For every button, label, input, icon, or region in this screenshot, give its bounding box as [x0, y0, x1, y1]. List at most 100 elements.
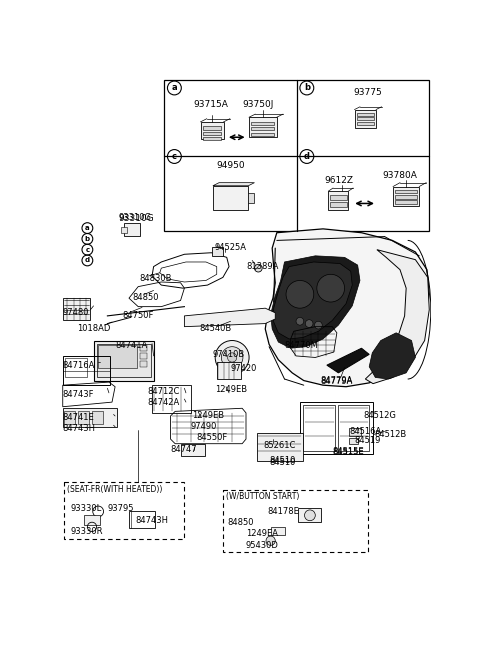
Text: 94525A: 94525A [215, 243, 246, 252]
Text: 84743H: 84743H [63, 424, 96, 434]
Text: 84512B: 84512B [374, 430, 407, 439]
Text: 9612Z: 9612Z [324, 176, 353, 185]
Bar [98, 345, 137, 368]
Bar [357, 122, 374, 125]
Bar [217, 362, 241, 379]
Bar [212, 247, 223, 256]
Bar [124, 224, 140, 236]
Polygon shape [365, 250, 429, 384]
Circle shape [215, 340, 249, 375]
Bar [78, 411, 89, 424]
Text: b: b [304, 83, 310, 92]
Bar [328, 191, 348, 210]
Text: 84743F: 84743F [63, 390, 94, 399]
Bar [271, 527, 285, 535]
Text: 1249EB: 1249EB [215, 385, 247, 394]
Text: 84512G: 84512G [364, 411, 396, 420]
Circle shape [221, 346, 243, 368]
Text: 97410B: 97410B [212, 350, 244, 359]
Text: 84716A: 84716A [63, 361, 95, 369]
Text: 84510: 84510 [270, 456, 296, 465]
Text: 84515E: 84515E [332, 447, 364, 456]
Text: (W/BUTTON START): (W/BUTTON START) [226, 492, 300, 501]
Text: 1018AD: 1018AD [77, 323, 110, 333]
Bar [330, 202, 347, 207]
Bar [300, 402, 373, 455]
Text: 84550F: 84550F [197, 433, 228, 442]
Bar [252, 122, 275, 125]
Bar [203, 127, 221, 129]
Bar [349, 428, 361, 436]
Text: 84850: 84850 [133, 293, 159, 302]
Bar [213, 186, 248, 211]
Circle shape [314, 321, 322, 329]
Polygon shape [327, 348, 369, 373]
Text: 84515E: 84515E [332, 448, 364, 457]
Text: d: d [304, 152, 310, 161]
Polygon shape [274, 262, 352, 339]
Text: 93715A: 93715A [193, 100, 228, 110]
Bar [129, 512, 155, 528]
Text: 93775: 93775 [353, 88, 382, 97]
Polygon shape [271, 256, 360, 348]
Text: 93310G: 93310G [118, 215, 154, 223]
Bar [355, 110, 376, 127]
Polygon shape [265, 229, 429, 387]
Polygon shape [369, 333, 415, 379]
Bar [357, 113, 374, 115]
Bar [152, 385, 191, 413]
Bar [121, 226, 127, 233]
Text: 84779A: 84779A [320, 376, 352, 385]
Bar [65, 358, 86, 377]
Bar [252, 127, 275, 131]
Bar [203, 132, 221, 135]
Text: 93795: 93795 [108, 504, 134, 513]
Bar [180, 443, 205, 456]
Text: c: c [172, 152, 177, 161]
Bar [164, 80, 429, 231]
Text: 85261C: 85261C [263, 441, 295, 449]
Bar [396, 195, 417, 199]
Text: 84741A: 84741A [115, 340, 147, 350]
Bar [63, 356, 110, 385]
Text: 97490: 97490 [191, 422, 217, 431]
Text: 84743H: 84743H [135, 516, 168, 525]
Circle shape [254, 264, 262, 272]
Text: 84519: 84519 [355, 436, 381, 445]
Bar [201, 122, 224, 139]
Text: 93310G: 93310G [118, 213, 151, 222]
Bar [338, 405, 369, 451]
Bar [223, 490, 368, 552]
Text: c: c [85, 247, 89, 253]
Bar [140, 361, 147, 367]
Bar [63, 298, 90, 319]
Text: a: a [171, 83, 177, 92]
Bar [140, 353, 147, 359]
Text: 84741E: 84741E [63, 413, 95, 422]
Circle shape [304, 510, 315, 521]
Text: 84712C: 84712C [147, 387, 180, 396]
Circle shape [305, 319, 313, 327]
Bar [92, 411, 103, 424]
Text: 84742A: 84742A [147, 398, 180, 407]
Text: 84516A: 84516A [349, 427, 382, 436]
Bar [330, 195, 347, 199]
Circle shape [296, 318, 304, 325]
Polygon shape [213, 182, 254, 186]
Bar [303, 405, 336, 451]
Polygon shape [184, 308, 275, 327]
Text: 84850: 84850 [228, 518, 254, 527]
Bar [249, 117, 277, 136]
Circle shape [317, 274, 345, 302]
Text: 84770M: 84770M [285, 340, 318, 350]
Text: a: a [85, 225, 90, 231]
Text: 81389A: 81389A [246, 262, 278, 271]
Bar [357, 117, 374, 120]
Text: 84510: 84510 [270, 458, 296, 466]
Bar [84, 514, 100, 525]
Circle shape [228, 353, 237, 362]
Bar [64, 411, 75, 424]
Circle shape [286, 281, 314, 308]
Text: 84830B: 84830B [140, 274, 172, 283]
Bar [393, 186, 419, 206]
